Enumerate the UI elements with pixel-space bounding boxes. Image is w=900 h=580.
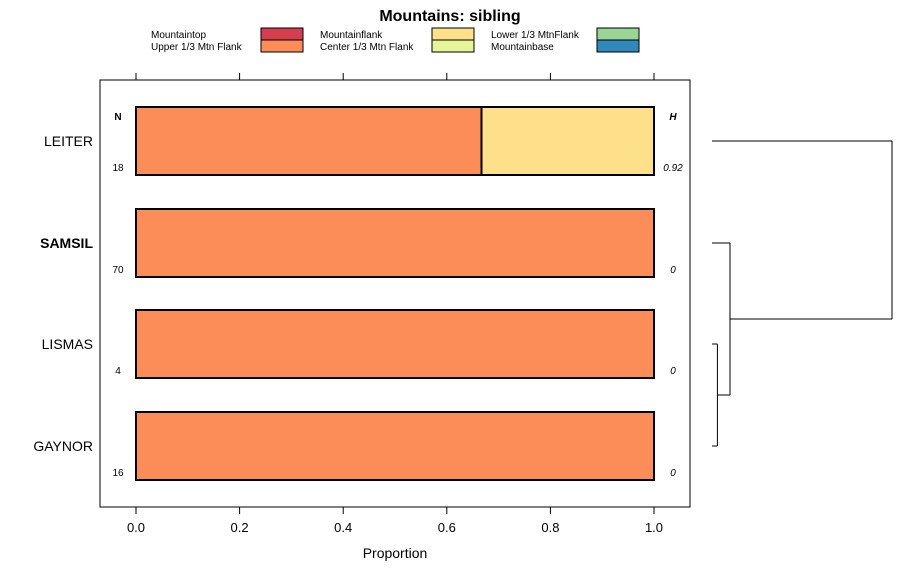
bar-segment	[135, 309, 655, 379]
n-value: 18	[112, 163, 124, 174]
row-label: GAYNOR	[33, 438, 93, 454]
x-tick-label: 0.0	[127, 520, 145, 535]
n-value: 70	[112, 265, 124, 276]
x-tick-label: 0.4	[334, 520, 352, 535]
legend-swatch	[260, 39, 304, 53]
bar-segment	[135, 106, 483, 176]
bar-segment	[135, 208, 655, 278]
plot-panel	[99, 79, 691, 508]
chart-title: Mountains: sibling	[379, 8, 520, 25]
x-tick-label: 0.2	[231, 520, 249, 535]
legend-label: Mountaintop	[151, 30, 206, 41]
h-value: 0.92	[663, 163, 683, 174]
legend-swatch	[431, 39, 475, 53]
n-value: 4	[115, 366, 121, 377]
n-value: 16	[112, 468, 124, 479]
x-axis-label: Proportion	[363, 545, 428, 561]
x-tick-label: 1.0	[645, 520, 663, 535]
legend-label: Mountainflank	[320, 30, 383, 41]
bar-segment	[135, 411, 655, 481]
x-tick-label: 0.8	[541, 520, 559, 535]
row-label: LISMAS	[42, 336, 93, 352]
legend-swatch	[260, 27, 304, 41]
x-tick-label: 0.6	[438, 520, 456, 535]
h-value: 0	[670, 366, 676, 377]
legend-swatch	[431, 27, 475, 41]
axes: 0.0 0.2 0.4 0.6 0.8 1.0	[127, 73, 663, 535]
bars	[135, 106, 656, 481]
legend-label: Mountainbase	[491, 42, 554, 53]
legend-label: Lower 1/3 MtnFlank	[491, 30, 580, 41]
bar-segment	[480, 106, 656, 176]
legend-label: Center 1/3 Mtn Flank	[320, 42, 414, 53]
h-header: H	[669, 112, 677, 123]
h-value: 0	[670, 265, 676, 276]
row-label: SAMSIL	[40, 235, 93, 251]
h-value: 0	[670, 468, 676, 479]
n-header: N	[114, 112, 121, 123]
legend-swatch	[596, 27, 640, 41]
legend-label: Upper 1/3 Mtn Flank	[151, 42, 243, 53]
legend-swatch	[596, 39, 640, 53]
row-label: LEITER	[44, 133, 93, 149]
row-labels: LEITER 18 0.92 SAMSIL 70 0 LISMAS 4 0 GAYNOR 16 0	[33, 133, 683, 479]
dendrogram	[712, 140, 893, 447]
